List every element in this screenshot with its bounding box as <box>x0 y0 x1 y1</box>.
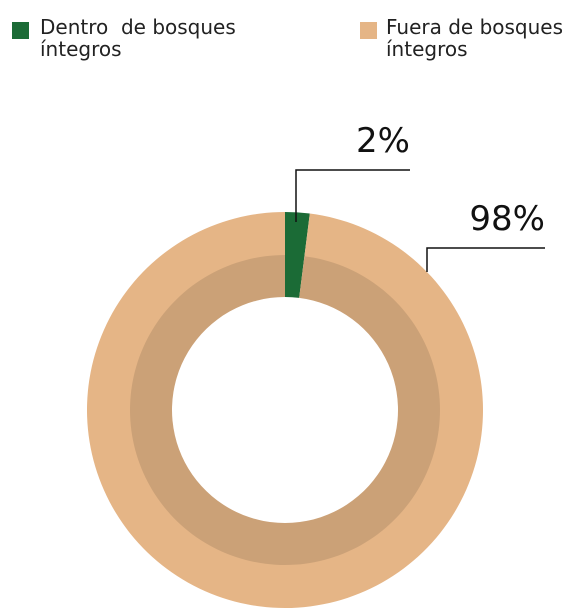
leader-line <box>295 169 410 222</box>
legend-swatch <box>12 22 29 39</box>
leader-line <box>426 247 545 272</box>
slice <box>285 212 310 298</box>
legend-label: Dentro de bosques íntegros <box>40 15 243 61</box>
slice-inner-shade <box>129 255 441 565</box>
legend-swatch <box>360 22 377 39</box>
legend-label: Fuera de bosques íntegros <box>386 15 570 61</box>
value-label: 98% <box>469 199 545 239</box>
value-label: 2% <box>356 121 410 161</box>
slice <box>86 212 483 608</box>
